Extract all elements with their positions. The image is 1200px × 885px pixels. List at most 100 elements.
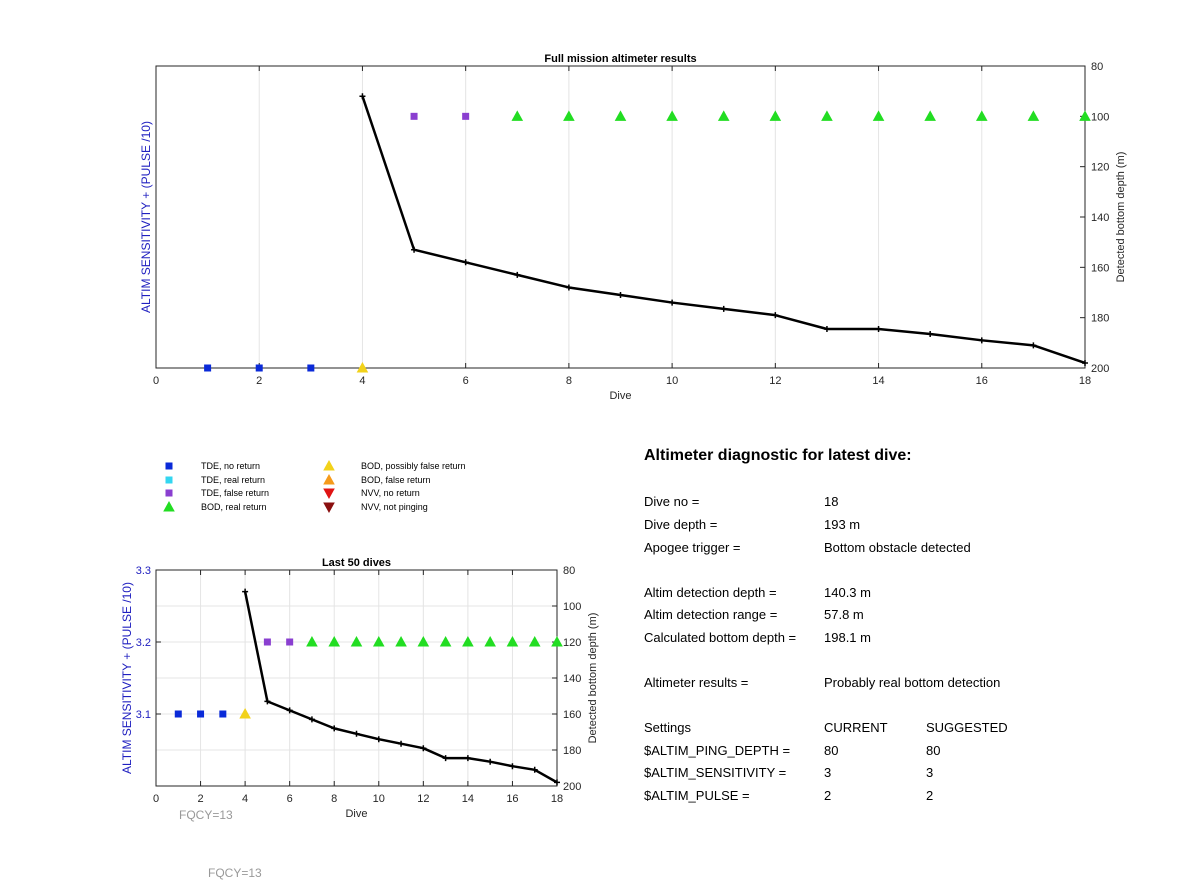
x-tick-label: 0 — [153, 375, 159, 387]
legend-marker — [323, 502, 335, 513]
altimeter-results-value: Probably real bottom detection — [824, 675, 1001, 690]
diagnostic-title: Altimeter diagnostic for latest dive: — [644, 447, 912, 464]
bottom-depth-point — [462, 259, 469, 266]
bod-real-return-marker — [769, 110, 782, 121]
legend-marker — [323, 474, 335, 485]
settings-current-header: CURRENT — [824, 720, 888, 735]
bod-real-return-marker — [551, 636, 563, 647]
bottom-depth-point — [464, 755, 471, 762]
bod-possibly-false-return-marker — [239, 708, 251, 719]
y-right-tick-label: 200 — [563, 781, 581, 793]
bottom-depth-point — [554, 779, 560, 786]
fqcy-label-chart: FQCY=13 — [179, 808, 233, 822]
bod-real-return-marker — [328, 636, 341, 647]
tde-no-return-marker — [219, 710, 227, 718]
detection-depth-label: Altim detection depth = — [644, 585, 777, 600]
bottom-depth-point — [420, 745, 427, 752]
bottom-depth-point — [442, 755, 449, 762]
legend-label: TDE, real return — [201, 475, 265, 485]
bod-real-return-marker — [924, 110, 936, 121]
y-right-tick-label: 140 — [1091, 212, 1109, 224]
bod-real-return-marker — [563, 110, 575, 121]
ping-depth-current: 80 — [824, 743, 839, 758]
tde-false-return-marker — [462, 112, 470, 120]
bod-real-return-marker — [506, 636, 519, 647]
bottom-depth-point — [264, 698, 271, 705]
y-right-tick-label: 180 — [1091, 313, 1109, 325]
bod-real-return-marker — [821, 110, 833, 121]
bottom-depth-point — [669, 299, 676, 306]
tde-false-return-marker — [263, 638, 271, 646]
bod-real-return-marker — [511, 110, 524, 121]
tde-false-return-marker — [410, 112, 418, 120]
bottom-depth-line — [243, 591, 558, 784]
legend-label: TDE, false return — [201, 488, 269, 498]
bod-real-return-marker — [350, 636, 363, 647]
bod-real-return-marker — [666, 110, 678, 121]
bottom-depth-point — [359, 93, 366, 100]
bottom-depth-line — [361, 95, 1086, 365]
dive-no-value: 18 — [824, 494, 839, 509]
bottom-depth-point — [927, 331, 934, 338]
bottom-depth-point — [509, 763, 516, 770]
bottom-depth-point — [617, 292, 624, 299]
x-axis-label: Dive — [609, 390, 631, 402]
legend-marker — [165, 476, 173, 484]
bod-real-return-marker — [872, 110, 885, 121]
bottom-depth-point — [398, 740, 405, 747]
x-tick-label: 2 — [197, 793, 203, 805]
bottom-depth-point — [720, 305, 727, 312]
bottom-depth-point — [978, 337, 985, 344]
y-left-axis-label: ALTIM SENSITIVITY + (PULSE /10) — [120, 582, 134, 774]
bod-real-return-marker — [975, 110, 988, 121]
dive-no-label: Dive no = — [644, 494, 700, 509]
bottom-depth-point — [1030, 342, 1037, 349]
x-tick-label: 16 — [506, 793, 518, 805]
bod-real-return-marker — [1027, 110, 1040, 121]
x-tick-label: 18 — [551, 793, 563, 805]
y-left-tick-label: 3.3 — [136, 565, 151, 577]
detection-depth-value: 140.3 m — [824, 585, 871, 600]
bottom-depth-point — [565, 284, 572, 291]
legend-marker — [165, 489, 173, 497]
x-axis-label: Dive — [345, 808, 367, 820]
y-left-tick-label: 3.1 — [136, 709, 151, 721]
bod-real-return-marker — [306, 636, 318, 647]
x-tick-label: 12 — [417, 793, 429, 805]
ping-depth-suggested: 80 — [926, 743, 941, 758]
bottom-depth-point — [875, 325, 882, 332]
y-right-tick-label: 200 — [1091, 363, 1109, 375]
pulse-current: 2 — [824, 788, 832, 803]
sensitivity-label: $ALTIM_SENSITIVITY = — [644, 765, 787, 780]
bottom-depth-point — [353, 730, 360, 737]
tde-no-return-marker — [307, 364, 315, 372]
legend-label: BOD, false return — [361, 475, 431, 485]
bottom-depth-point — [531, 766, 538, 773]
pulse-suggested: 2 — [926, 788, 934, 803]
x-tick-label: 14 — [872, 375, 884, 387]
ping-depth-label: $ALTIM_PING_DEPTH = — [644, 743, 791, 758]
legend-label: BOD, real return — [201, 502, 267, 512]
legend-marker — [323, 460, 335, 471]
bottom-depth-point — [286, 707, 293, 714]
x-tick-label: 6 — [463, 375, 469, 387]
bottom-depth-point — [514, 271, 521, 278]
altimeter-results-label: Altimeter results = — [644, 675, 749, 690]
bottom-depth-point — [487, 758, 494, 765]
settings-suggested-header: SUGGESTED — [926, 720, 1008, 735]
y-right-tick-label: 120 — [1091, 162, 1109, 174]
bod-real-return-marker — [484, 636, 496, 647]
y-right-tick-label: 100 — [1091, 111, 1109, 123]
y-right-tick-label: 80 — [1091, 61, 1103, 73]
tde-no-return-marker — [197, 710, 205, 718]
y-left-tick-label: 3.2 — [136, 637, 151, 649]
tde-no-return-marker — [255, 364, 263, 372]
x-tick-label: 14 — [462, 793, 474, 805]
dive-depth-value: 193 m — [824, 517, 861, 532]
legend-label: NVV, no return — [361, 488, 420, 498]
legend-marker — [165, 462, 173, 470]
x-tick-label: 6 — [287, 793, 293, 805]
y-right-axis-label: Detected bottom depth (m) — [1115, 152, 1127, 283]
bottom-depth-point — [375, 736, 382, 743]
bottom-depth-point — [1082, 359, 1088, 366]
